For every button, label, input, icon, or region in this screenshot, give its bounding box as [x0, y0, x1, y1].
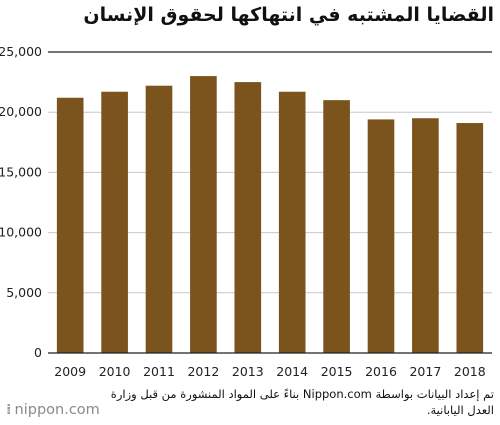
y-tick-label: 5,000: [6, 285, 42, 300]
bar: [412, 118, 439, 353]
bar: [56, 97, 84, 353]
bar: [234, 82, 262, 353]
bar-chart: 0 5,000 10,000 15,000 20,000 25,000 2009 2010 20…: [0, 44, 492, 379]
y-tick-label: 20,000: [0, 104, 42, 119]
logo-text: nippon.com: [14, 402, 100, 418]
bar: [367, 119, 395, 353]
y-tick-label: 25,000: [0, 44, 42, 59]
x-tick-label: 2016: [365, 364, 397, 379]
bar: [323, 100, 350, 353]
bar: [456, 123, 484, 353]
x-tick-label: 2014: [276, 364, 308, 379]
bar: [101, 91, 128, 354]
x-tick-label: 2012: [187, 364, 219, 379]
bar: [190, 76, 217, 353]
x-tick-label: 2017: [409, 364, 441, 379]
nippon-logo: ⁞ nippon.com: [6, 402, 100, 418]
bar: [278, 91, 306, 354]
x-tick-label: 2013: [232, 364, 264, 379]
y-tick-label: 10,000: [0, 225, 42, 240]
chart-title: القضايا المشتبه في انتهاكها لحقوق الإنسا…: [83, 4, 494, 26]
x-tick-label: 2018: [454, 364, 486, 379]
x-tick-label: 2011: [143, 364, 175, 379]
y-tick-label: 0: [34, 345, 42, 360]
source-note: تم إعداد البيانات بواسطة Nippon.com بناء…: [110, 387, 494, 417]
x-tick-label: 2015: [321, 364, 353, 379]
x-tick-label: 2010: [99, 364, 131, 379]
logo-mark-icon: ⁞: [6, 402, 11, 418]
x-tick-label: 2009: [54, 364, 86, 379]
y-tick-label: 15,000: [0, 164, 42, 179]
bar: [145, 85, 173, 353]
